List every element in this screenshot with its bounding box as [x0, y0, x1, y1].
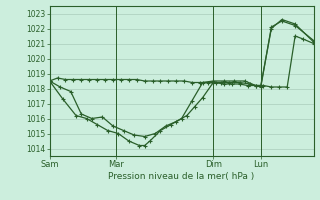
- X-axis label: Pression niveau de la mer( hPa ): Pression niveau de la mer( hPa ): [108, 172, 255, 181]
